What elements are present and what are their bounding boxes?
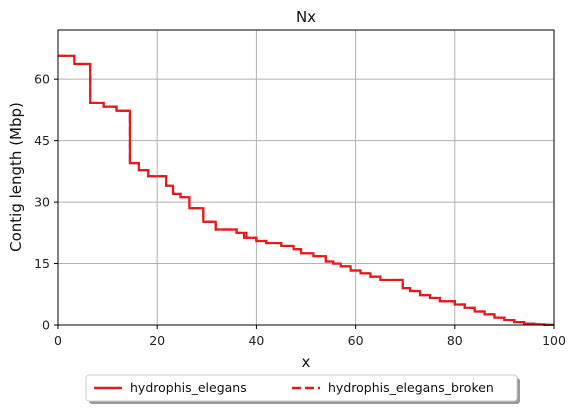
y-tick-label: 60 (34, 72, 50, 87)
series-line-hydrophis-elegans (58, 54, 554, 326)
y-tick-label: 0 (42, 318, 50, 333)
series-layer (58, 54, 554, 326)
legend-label-hydrophis-elegans: hydrophis_elegans (130, 380, 247, 395)
legend: hydrophis_elegans hydrophis_elegans_brok… (85, 374, 520, 404)
plot-frame (57, 29, 555, 326)
chart-title: Nx (296, 8, 316, 26)
x-tick-label: 100 (542, 333, 566, 348)
x-tick-label: 80 (447, 333, 463, 348)
x-tick-label: 40 (248, 333, 264, 348)
grid-lines (58, 30, 554, 325)
y-axis-label: Contig length (Mbp) (7, 102, 25, 252)
legend-box (85, 374, 518, 402)
y-tick-label: 45 (34, 133, 50, 148)
legend-label-hydrophis-elegans-broken: hydrophis_elegans_broken (328, 380, 494, 395)
x-tick-label: 0 (54, 333, 62, 348)
x-tick-label: 60 (348, 333, 364, 348)
y-tick-label: 30 (34, 195, 50, 210)
x-tick-label: 20 (149, 333, 165, 348)
x-axis-label: x (302, 353, 311, 371)
y-tick-label: 15 (34, 256, 50, 271)
series-line-hydrophis-elegans-broken (58, 54, 554, 326)
axis-ticks: 0 20 40 60 80 100 0 15 30 45 60 (34, 72, 566, 348)
